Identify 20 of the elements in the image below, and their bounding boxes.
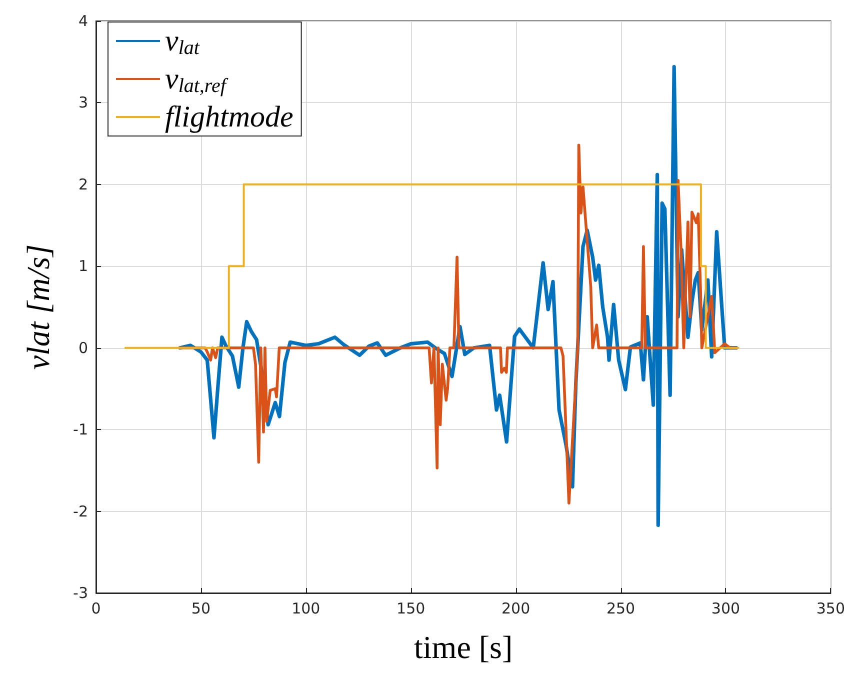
y-tick-label: 1 — [78, 257, 88, 276]
x-axis-title: time [s] — [414, 629, 513, 665]
line-series — [178, 144, 738, 505]
x-tick-label: 300 — [711, 600, 740, 618]
y-tick-label: -1 — [73, 420, 88, 439]
y-tick-label: -3 — [73, 584, 88, 602]
legend-label: flightmode — [165, 100, 294, 134]
y-axis-title: vlat [m/s] — [20, 244, 56, 370]
x-tick-label: 200 — [502, 600, 530, 618]
y-tick-label: 4 — [78, 12, 88, 30]
y-tick-label: -2 — [73, 502, 88, 520]
y-tick-label: 3 — [78, 94, 88, 112]
x-tick-label: 250 — [606, 600, 636, 618]
x-tick-label: 350 — [816, 600, 846, 618]
x-tick-label: 100 — [292, 600, 320, 618]
x-tick-label: 150 — [396, 600, 426, 618]
y-tick-label: 2 — [78, 175, 88, 194]
y-tick-label: 0 — [78, 338, 88, 357]
x-tick-label: 0 — [91, 600, 101, 618]
x-tick-label: 50 — [191, 600, 210, 618]
